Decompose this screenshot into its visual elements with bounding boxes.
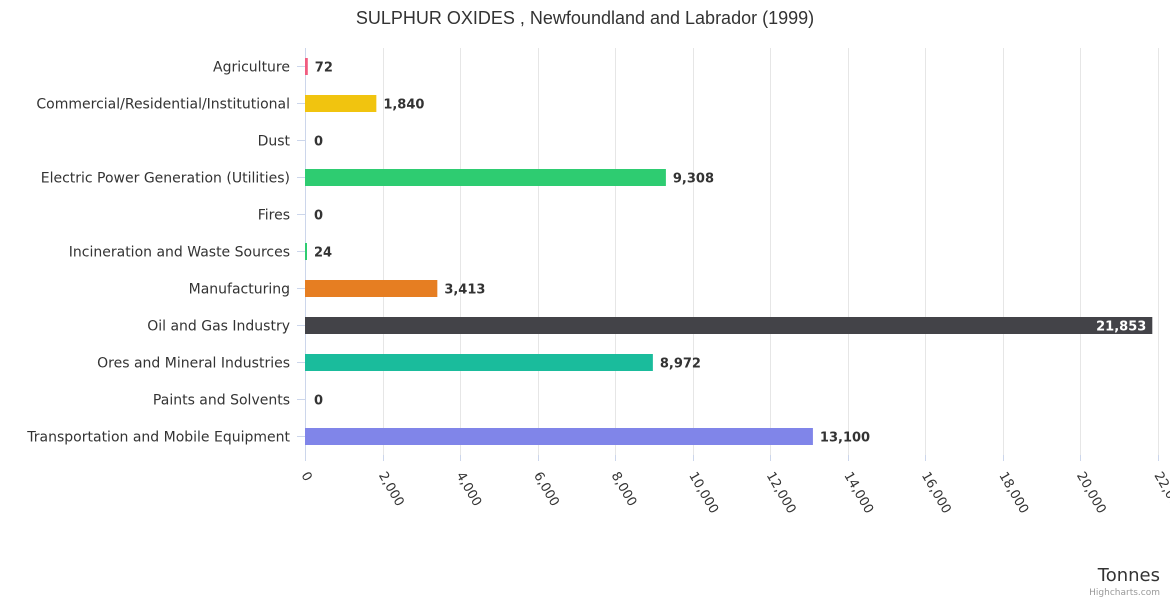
data-label: 0 [314, 209, 323, 224]
category-label: Manufacturing [189, 282, 290, 298]
bar[interactable] [305, 169, 666, 186]
x-tick-label: 12,000 [763, 470, 799, 517]
bar[interactable] [305, 95, 377, 112]
category-label: Incineration and Waste Sources [69, 245, 290, 261]
data-label: 13,100 [820, 431, 870, 446]
data-labels: 72 1,840 0 9,308 0 24 3,413 21,853 8,972 0 13,100 [314, 61, 1146, 446]
bar[interactable] [305, 317, 1153, 334]
data-label: 0 [314, 394, 323, 409]
data-label: 24 [314, 246, 332, 261]
data-label: 9,308 [673, 172, 714, 187]
x-tick-label: 22,000 [1151, 470, 1170, 517]
bar[interactable] [305, 243, 307, 260]
x-tick-label: 4,000 [453, 470, 485, 510]
category-label: Agriculture [213, 60, 290, 76]
bar[interactable] [305, 428, 813, 445]
chart-title: SULPHUR OXIDES , Newfoundland and Labrad… [356, 8, 814, 28]
bar[interactable] [305, 280, 438, 297]
x-tick-label: 8,000 [608, 470, 640, 510]
category-labels: Agriculture Commercial/Residential/Instit… [26, 60, 305, 446]
data-label: 3,413 [444, 283, 485, 298]
x-tick-label: 20,000 [1073, 470, 1109, 517]
x-axis-ticks: 0 2,000 4,000 6,000 8,000 10,000 12,000 14,000 1… [298, 455, 1170, 516]
x-tick-label: 14,000 [840, 470, 876, 517]
data-label: 1,840 [383, 98, 424, 113]
x-tick-label: 16,000 [918, 470, 954, 517]
x-tick-label: 0 [298, 470, 315, 485]
x-tick-label: 10,000 [685, 470, 721, 517]
x-tick-label: 18,000 [995, 470, 1031, 517]
bar[interactable] [305, 58, 308, 75]
bars [305, 58, 1153, 445]
credits-link[interactable]: Highcharts.com [1089, 588, 1160, 598]
category-label: Commercial/Residential/Institutional [36, 97, 290, 113]
data-label: 72 [315, 61, 333, 76]
x-tick-label: 6,000 [530, 470, 562, 510]
grid-lines [305, 48, 1159, 455]
category-label: Fires [258, 208, 290, 224]
data-label: 8,972 [660, 357, 701, 372]
data-label: 0 [314, 135, 323, 150]
category-label: Transportation and Mobile Equipment [26, 430, 290, 446]
category-label: Oil and Gas Industry [147, 319, 290, 335]
x-tick-label: 2,000 [375, 470, 407, 510]
x-axis-title: Tonnes [1097, 565, 1160, 586]
bar[interactable] [305, 354, 653, 371]
data-label: 21,853 [1096, 320, 1146, 335]
category-label: Paints and Solvents [153, 393, 290, 409]
category-label: Electric Power Generation (Utilities) [41, 171, 290, 187]
category-label: Dust [258, 134, 291, 150]
category-label: Ores and Mineral Industries [97, 356, 290, 372]
